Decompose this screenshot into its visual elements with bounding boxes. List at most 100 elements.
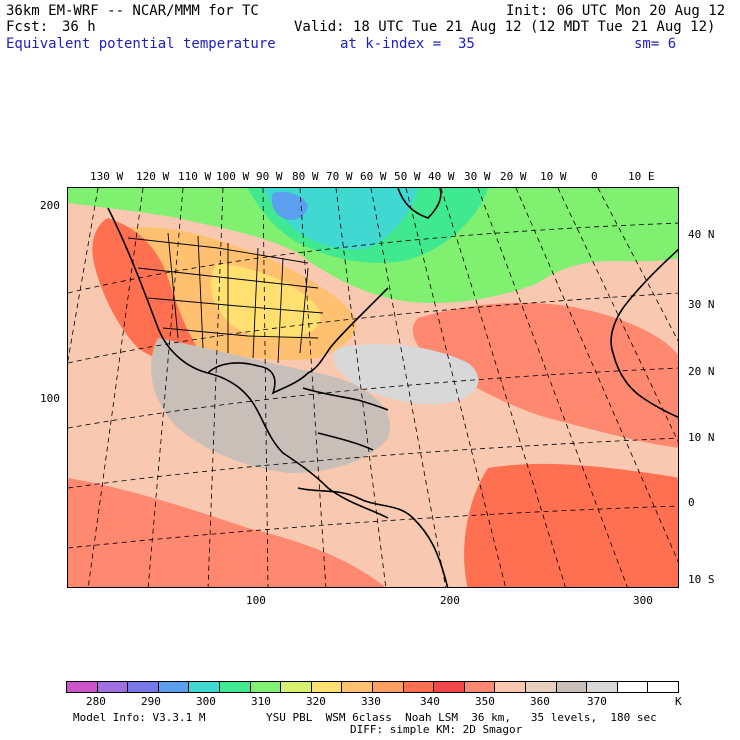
field-red-southwest — [68, 478, 386, 587]
meridian — [299, 188, 327, 587]
grid-x-label: 200 — [440, 594, 460, 607]
colorbar-swatch — [128, 682, 159, 692]
lat-label: 10 N — [688, 431, 715, 444]
meridian — [262, 188, 269, 587]
lat-label: 10 S — [688, 573, 715, 586]
colorbar-swatch — [495, 682, 526, 692]
coast-south-america — [297, 487, 449, 587]
model-info: Model Info: V3.3.1 M — [73, 711, 206, 724]
colorbar-swatch — [281, 682, 312, 692]
init-time: Init: 06 UTC Mon 20 Aug 12 — [506, 3, 726, 19]
parallel-30n — [68, 292, 678, 364]
lat-label: 40 N — [688, 228, 715, 241]
field-gray-caribbean — [150, 338, 390, 473]
smoothing-label: sm= 6 — [634, 36, 677, 52]
parallel-20n — [68, 367, 678, 429]
colorbar-label: 310 — [251, 695, 271, 708]
coastlines — [107, 188, 678, 587]
grid-x-label: 100 — [246, 594, 266, 607]
colorbar-label: 340 — [420, 695, 440, 708]
colorbar-label: 330 — [361, 695, 381, 708]
grid-y-label: 100 — [40, 392, 60, 405]
colorbar-swatch — [556, 682, 588, 692]
colorbar-swatch — [403, 682, 435, 692]
colorbar-swatch — [189, 682, 220, 692]
meridian — [515, 188, 678, 563]
meridian — [440, 188, 566, 587]
forecast-label: Fcst: — [6, 19, 49, 35]
physics-info: YSU PBL WSM 6class Noah LSM 36 km, 35 le… — [266, 711, 657, 724]
colorbar-swatch — [617, 682, 649, 692]
colorbar — [66, 681, 679, 693]
colorbar-swatch — [342, 682, 373, 692]
coast-africa-europe — [610, 248, 678, 419]
colorbar-label: 300 — [196, 695, 216, 708]
colorbar-label: 350 — [475, 695, 495, 708]
meridian — [147, 188, 184, 587]
field-name: Equivalent potential temperature — [6, 36, 276, 52]
theta-e-map — [67, 187, 679, 588]
colorbar-swatch — [464, 682, 496, 692]
lat-label: 20 N — [688, 365, 715, 378]
forecast-hour: 36 h — [62, 19, 96, 35]
coast-hispaniola — [317, 432, 374, 451]
meridian — [87, 188, 144, 587]
lon-label: 80 W — [292, 170, 319, 183]
meridian — [207, 188, 224, 587]
field-red-southeast — [464, 463, 678, 587]
colorbar-swatch — [219, 682, 251, 692]
grid-y-label: 200 — [40, 199, 60, 212]
lon-label: 10 E — [628, 170, 655, 183]
parallel-equator — [68, 505, 678, 549]
level-label: at k-index = 35 — [340, 36, 475, 52]
colorbar-swatch — [372, 682, 404, 692]
colorbar-swatch — [250, 682, 282, 692]
state-borders — [127, 232, 324, 364]
lon-label: 90 W — [256, 170, 283, 183]
colorbar-swatch — [648, 682, 678, 692]
lon-label: 130 W — [90, 170, 124, 183]
coast-cuba — [302, 387, 389, 411]
lon-label: 120 W — [136, 170, 170, 183]
colorbar-swatch — [311, 682, 343, 692]
lon-label: 60 W — [360, 170, 387, 183]
lat-label: 0 — [688, 496, 695, 509]
colorbar-swatch — [587, 682, 618, 692]
lon-label: 50 W — [394, 170, 421, 183]
colorbar-label: 290 — [141, 695, 161, 708]
colorbar-swatch — [97, 682, 129, 692]
colorbar-swatch — [67, 682, 98, 692]
lon-label: 100 W — [216, 170, 250, 183]
diffusion-info: DIFF: simple KM: 2D Smagor — [350, 723, 523, 736]
colorbar-unit: K — [675, 695, 682, 708]
meridian — [68, 188, 99, 363]
lon-label: 20 W — [500, 170, 527, 183]
meridian — [597, 188, 678, 342]
coast-pacific-mexico — [107, 207, 389, 519]
meridian — [557, 188, 678, 443]
lon-label: 40 W — [428, 170, 455, 183]
map-canvas — [68, 188, 678, 587]
field-yellow-land — [210, 263, 321, 338]
lat-label: 30 N — [688, 298, 715, 311]
coast-gulf-atlantic — [207, 287, 389, 395]
colorbar-swatch — [525, 682, 557, 692]
valid-time: Valid: 18 UTC Tue 21 Aug 12 (12 MDT Tue … — [294, 19, 716, 35]
parallel-10n — [68, 437, 678, 489]
lon-label: 70 W — [326, 170, 353, 183]
colorbar-swatch — [434, 682, 465, 692]
meridian — [335, 188, 387, 587]
coast-newfoundland — [397, 188, 442, 219]
meridian — [405, 188, 506, 587]
model-title: 36km EM-WRF -- NCAR/MMM for TC — [6, 3, 259, 19]
colorbar-swatch — [158, 682, 190, 692]
colorbar-label: 370 — [587, 695, 607, 708]
lon-label: 10 W — [540, 170, 567, 183]
field-blue-spot — [271, 191, 308, 220]
lon-label: 110 W — [178, 170, 212, 183]
lon-label: 30 W — [464, 170, 491, 183]
field-red-west — [92, 218, 208, 365]
meridian — [370, 188, 447, 587]
lon-label: 0 — [591, 170, 598, 183]
grid-x-label: 300 — [633, 594, 653, 607]
